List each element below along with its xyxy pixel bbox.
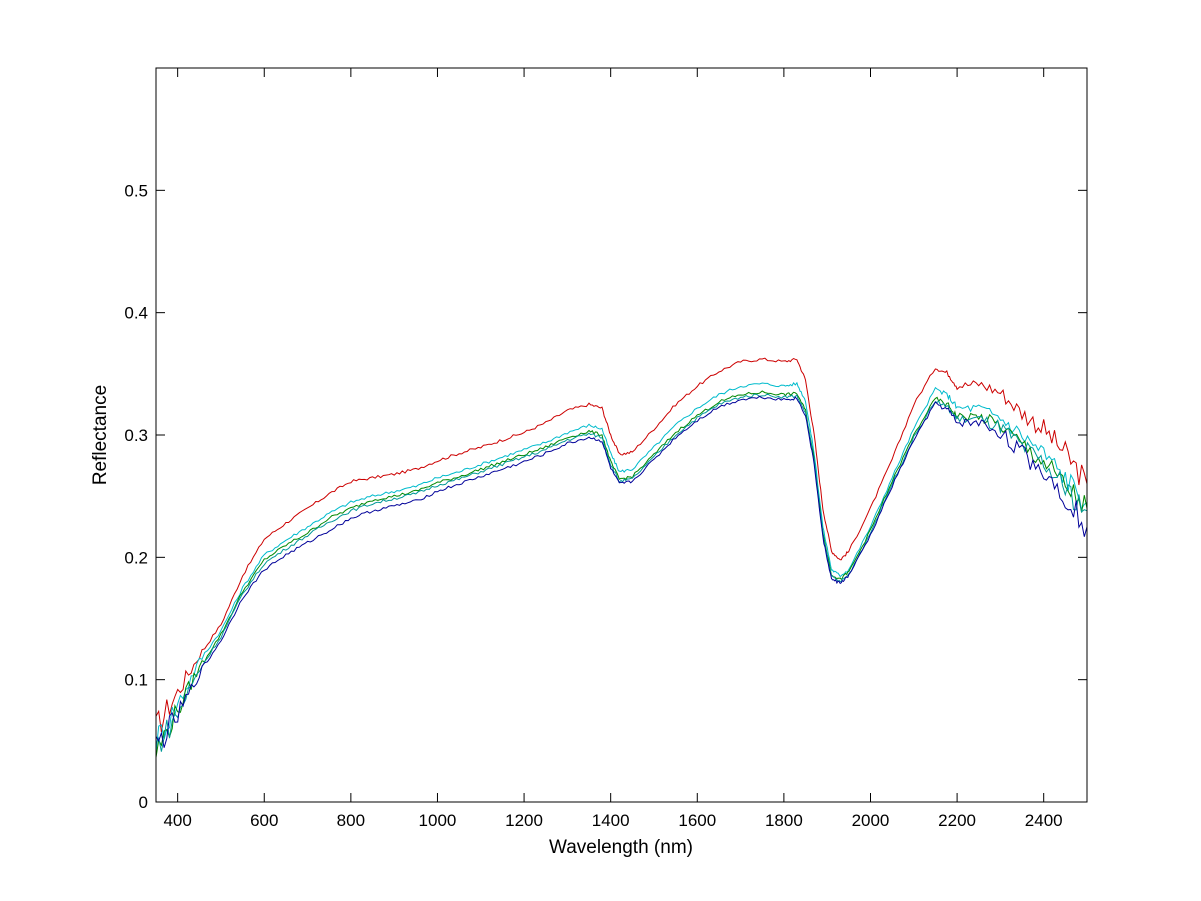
y-tick-label: 0.1 <box>124 671 148 690</box>
x-tick-label: 1600 <box>678 811 716 830</box>
x-tick-label: 2200 <box>938 811 976 830</box>
spectrum-series-2 <box>155 381 1088 753</box>
plot-area <box>156 68 1087 802</box>
x-axis-label: Wavelength (nm) <box>549 837 693 858</box>
x-tick-label: 2400 <box>1025 811 1063 830</box>
x-tick-label: 1400 <box>592 811 630 830</box>
y-tick-label: 0 <box>139 793 148 812</box>
spectrum-series-3 <box>155 390 1088 758</box>
x-tick-label: 1800 <box>765 811 803 830</box>
x-tick-label: 1200 <box>505 811 543 830</box>
y-axis-label: Reflectance <box>90 385 111 485</box>
y-tick-label: 0.3 <box>124 426 148 445</box>
series-layer <box>155 357 1088 758</box>
x-tick-label: 2000 <box>852 811 890 830</box>
y-tick-label: 0.2 <box>124 548 148 567</box>
x-tick-label: 400 <box>163 811 191 830</box>
spectrum-series-4 <box>155 393 1088 752</box>
spectrum-series-1 <box>155 357 1088 732</box>
x-tick-label: 800 <box>337 811 365 830</box>
x-tick-label: 600 <box>250 811 278 830</box>
y-tick-label: 0.4 <box>124 304 148 323</box>
y-axis: 0 0.1 0.2 0.3 0.4 0.5 <box>124 181 1087 812</box>
x-axis: 400 600 800 1000 1200 1400 1600 1800 2000 2200 240… <box>163 68 1063 830</box>
x-tick-label: 1000 <box>419 811 457 830</box>
y-tick-label: 0.5 <box>124 181 148 200</box>
spectrum-series-5 <box>155 395 1088 748</box>
